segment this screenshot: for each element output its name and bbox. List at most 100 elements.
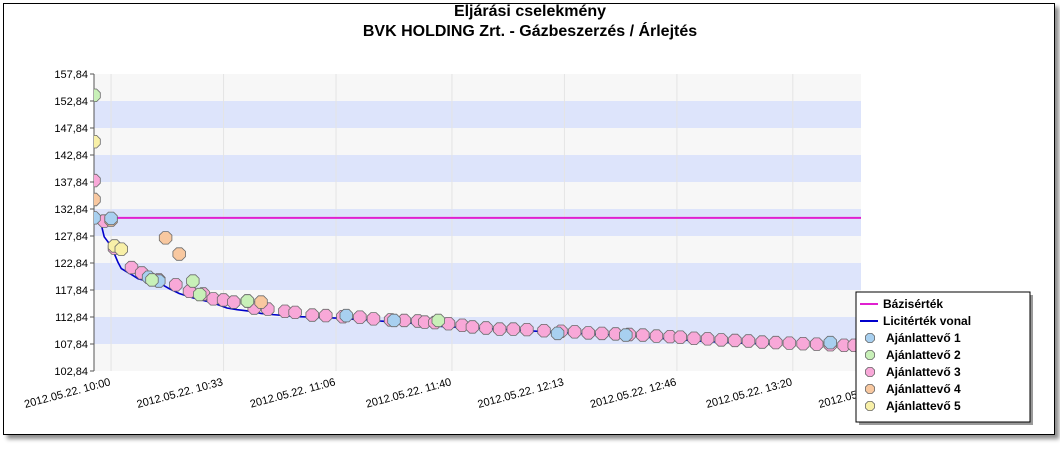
bidder-2-point <box>431 313 446 328</box>
plot-band <box>94 128 861 155</box>
plot-band <box>94 74 861 101</box>
bidder-4-point <box>254 295 268 309</box>
y-tick-label: 132,84 <box>54 204 88 216</box>
bidder-1-point <box>823 335 837 350</box>
bidder-3-point <box>465 320 480 334</box>
bidder-3-point <box>417 315 432 329</box>
bidder-3-point <box>796 336 810 351</box>
bidder-3-point <box>206 292 221 306</box>
bidder-3-point <box>755 335 769 349</box>
x-tick-label: 2012.05.22. 11:40 <box>365 376 453 410</box>
legend-marker-swatch <box>865 366 875 378</box>
bidder-3-point <box>216 293 231 307</box>
bidder-3-point <box>305 308 319 322</box>
x-tick-label: 2012.05.22. 12:46 <box>589 376 678 411</box>
x-tick-label: 2012.05.22. 11:06 <box>249 376 337 410</box>
bidder-3-point <box>288 305 302 320</box>
bidder-3-point <box>608 327 623 341</box>
bidder-2-point <box>145 273 159 287</box>
bidder-3-point <box>649 329 664 343</box>
y-tick-label: 147,84 <box>54 123 88 135</box>
bidder-3-point <box>520 322 534 337</box>
x-axis-ticks: 2012.05.22. 10:00 2012.05.22. 10:33 2012.0… <box>23 376 906 411</box>
bidder-3-point <box>319 308 333 323</box>
bidder-3-point <box>94 173 101 188</box>
y-tick-label: 117,84 <box>55 285 88 297</box>
y-tick-label: 112,84 <box>55 312 88 324</box>
bidder-2-point <box>240 294 255 308</box>
plot-band <box>94 263 861 290</box>
legend-label: Ajánlattevő 5 <box>886 399 961 413</box>
bidder-3-point <box>810 337 824 351</box>
bidder-3-point <box>506 322 520 336</box>
bidder-3-point <box>492 322 507 336</box>
plot-band <box>94 155 861 182</box>
bidder-3-point <box>353 310 367 324</box>
legend-label: Ajánlattevő 1 <box>886 331 961 345</box>
plot-band <box>94 344 861 371</box>
bidder-3-point <box>673 330 687 344</box>
legend-marker-swatch <box>865 400 875 412</box>
legend: Bázisérték Licitérték vonal Ajánlattevő 1 A… <box>855 291 1033 425</box>
y-tick-label: 127,84 <box>54 231 88 243</box>
bidder-4-point <box>158 231 173 245</box>
bidder-3-point <box>278 304 292 319</box>
chart-title: Eljárási cselekmény <box>453 3 607 20</box>
y-tick-label: 122,84 <box>54 258 88 270</box>
bidder-3-point <box>663 329 677 344</box>
bidder-3-point <box>636 328 650 342</box>
chart-title-block: Eljárási cselekmény BVK HOLDING Zrt. - G… <box>0 2 1060 42</box>
legend-marker-swatch <box>865 383 875 395</box>
bidder-3-point <box>568 325 582 339</box>
x-tick-label: 2012.05.22. 13:20 <box>705 376 794 411</box>
bidder-2-point <box>192 287 207 302</box>
bidder-2-point <box>186 274 200 288</box>
x-tick-label: 2012.05.22. 10:33 <box>136 376 225 411</box>
legend-marker-swatch <box>865 332 875 344</box>
bidder-3-point <box>1035 345 1048 358</box>
y-tick-label: 142,84 <box>54 150 88 162</box>
legend-label: Ajánlattevő 2 <box>886 348 961 362</box>
bidder-3-point <box>728 333 742 348</box>
y-tick-label: 102,84 <box>54 366 88 378</box>
bidder-3-point <box>537 323 551 338</box>
plot-band <box>94 209 861 236</box>
bidder-3-point <box>455 318 469 333</box>
bidder-3-point <box>700 332 715 346</box>
plot-band <box>94 101 861 128</box>
bidder-3-point <box>479 321 493 335</box>
bidder-1-point <box>619 328 633 342</box>
bid-markers <box>94 88 1048 358</box>
bidder-4-point <box>172 247 186 261</box>
x-tick-label: 2012.05.22. 10:00 <box>23 376 112 411</box>
bidder-3-point <box>169 278 183 292</box>
legend-label: Licitérték vonal <box>883 314 971 328</box>
bidder-3-point <box>595 326 609 341</box>
bidder-3-point <box>124 260 139 275</box>
bidder-1-point <box>387 313 401 328</box>
bidder-1-point <box>104 211 118 226</box>
y-axis-ticks: 102,84 107,84 112,84 117,84 122,84 127,84 132,… <box>54 69 94 378</box>
legend-label: Bázisérték <box>883 297 943 311</box>
y-tick-label: 152,84 <box>54 96 88 108</box>
bidder-3-point <box>366 312 381 326</box>
plot-band <box>94 236 861 263</box>
y-tick-label: 107,84 <box>54 339 88 351</box>
x-tick-label: 2012.05.22. 12:13 <box>476 376 565 411</box>
bidder-2-point <box>94 88 101 102</box>
bidder-3-point <box>227 295 241 309</box>
legend-label: Ajánlattevő 3 <box>886 365 961 379</box>
bidder-1-point <box>94 211 101 225</box>
chart-subtitle: BVK HOLDING Zrt. - Gázbeszerzés / Árlejt… <box>362 23 698 40</box>
bidder-4-point <box>94 192 101 207</box>
bidder-3-point <box>687 331 701 346</box>
legend-box <box>855 291 1031 423</box>
bidder-3-point <box>769 335 783 350</box>
y-tick-label: 137,84 <box>54 177 88 189</box>
bidder-3-point <box>741 334 756 348</box>
bidder-1-point <box>550 326 565 341</box>
bidder-1-point <box>339 308 353 323</box>
y-tick-label: 157,84 <box>54 69 88 81</box>
bidder-3-point <box>782 336 797 350</box>
bidder-5-point <box>94 134 101 149</box>
